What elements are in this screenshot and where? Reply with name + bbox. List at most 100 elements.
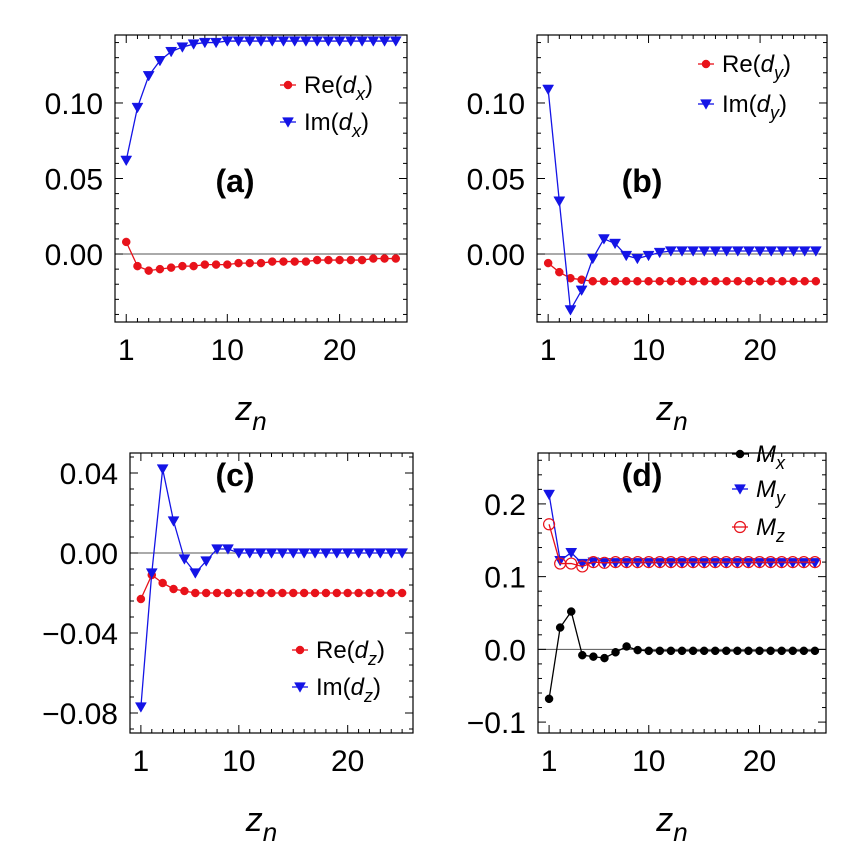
- data-point: [200, 260, 210, 269]
- data-point: [631, 558, 644, 569]
- data-point: [322, 36, 335, 47]
- data-point: [211, 260, 221, 269]
- data-point: [341, 548, 354, 559]
- data-point: [120, 155, 133, 167]
- data-point: [633, 276, 642, 286]
- data-point: [332, 588, 342, 598]
- panel-b: 1 10 20 0.10 0.05 0.00 zn (b) Re(dy) Im(dy): [467, 34, 828, 436]
- legend-label: My: [756, 476, 786, 508]
- data-point: [765, 246, 778, 257]
- plot-frame: [114, 34, 408, 323]
- y-tick-label: −0.04: [42, 618, 118, 651]
- data-point: [212, 588, 222, 598]
- data-point: [223, 260, 232, 269]
- x-tick-label: 10: [222, 745, 255, 778]
- x-tick-label: 1: [133, 745, 150, 778]
- data-point: [798, 246, 811, 257]
- data-point: [555, 267, 564, 277]
- data-point: [553, 196, 566, 207]
- y-tick-label: 0.10: [467, 88, 525, 121]
- x-tick-label: 1: [540, 334, 557, 367]
- data-point: [365, 588, 374, 598]
- data-point: [687, 558, 700, 569]
- data-point: [376, 588, 385, 598]
- data-point: [289, 588, 298, 598]
- data-point: [279, 257, 288, 266]
- data-point: [378, 36, 391, 47]
- data-point: [722, 276, 731, 286]
- data-point: [223, 588, 233, 598]
- legend-marker: [733, 520, 747, 534]
- legend-marker: [282, 117, 294, 128]
- x-axis-label: zn: [655, 390, 687, 436]
- data-point: [633, 645, 642, 655]
- data-point: [597, 234, 610, 245]
- legend-marker: [700, 99, 712, 110]
- legend-marker: [283, 80, 293, 90]
- data-point: [542, 518, 556, 531]
- data-point: [644, 646, 654, 656]
- data-point: [566, 607, 576, 616]
- data-point: [221, 36, 234, 47]
- data-point: [543, 258, 553, 268]
- legend-label: Re(dx): [304, 72, 373, 104]
- data-point: [786, 558, 799, 569]
- data-point: [742, 558, 755, 569]
- data-point: [811, 276, 821, 286]
- data-point: [386, 588, 396, 598]
- data-point: [131, 102, 144, 114]
- data-point: [187, 39, 200, 50]
- data-point: [566, 273, 575, 283]
- data-point: [788, 646, 798, 656]
- data-point: [655, 646, 665, 656]
- data-point: [565, 547, 578, 559]
- data-point: [575, 285, 588, 297]
- data-point: [620, 558, 633, 569]
- legend-label: Im(dy): [722, 91, 787, 123]
- data-point: [344, 36, 357, 47]
- data-point: [176, 42, 189, 53]
- data-point: [687, 246, 700, 257]
- data-point: [653, 247, 666, 259]
- data-point: [343, 588, 352, 598]
- data-point: [709, 558, 722, 569]
- y-tick-label: 0.00: [467, 239, 525, 272]
- data-point: [810, 646, 820, 656]
- legend-marker: [701, 59, 711, 69]
- data-point: [544, 694, 554, 704]
- data-point: [324, 255, 333, 265]
- x-tick-label: 20: [331, 745, 364, 778]
- data-point: [543, 489, 556, 501]
- data-point: [808, 555, 822, 569]
- legend-marker: [294, 682, 306, 693]
- data-point: [722, 646, 731, 656]
- data-point: [775, 558, 788, 569]
- data-point: [321, 588, 331, 598]
- data-point: [243, 548, 256, 559]
- data-point: [733, 276, 743, 286]
- x-tick-label: 1: [541, 745, 558, 778]
- data-point: [653, 558, 666, 569]
- data-point: [277, 36, 290, 47]
- data-point: [744, 646, 753, 656]
- data-point: [288, 36, 301, 47]
- data-point: [565, 557, 578, 570]
- data-point: [310, 588, 320, 598]
- data-point: [232, 36, 245, 47]
- legend-label: Mx: [756, 441, 786, 473]
- data-point: [180, 586, 189, 596]
- data-point: [299, 36, 312, 47]
- data-point: [698, 246, 711, 257]
- data-point: [755, 276, 765, 286]
- data-point: [374, 548, 387, 559]
- data-point: [369, 254, 378, 263]
- panel-label: (c): [215, 457, 254, 493]
- data-point: [354, 588, 363, 598]
- data-point: [599, 276, 609, 286]
- data-point: [166, 263, 176, 272]
- legend-marker: [734, 484, 746, 495]
- data-point: [380, 254, 389, 263]
- data-point: [621, 276, 631, 286]
- data-point: [666, 646, 676, 656]
